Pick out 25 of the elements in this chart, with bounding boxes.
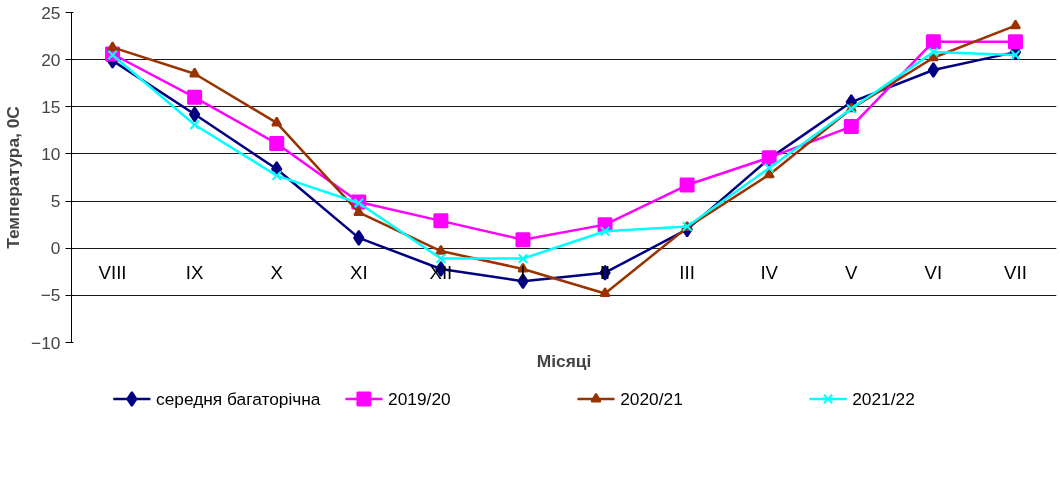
y-tick-label: 5 <box>50 191 61 212</box>
x-tick-label: II <box>599 262 611 284</box>
y-tick-label: 20 <box>41 49 61 70</box>
y-tick-label: 10 <box>41 143 61 164</box>
x-tick-label: VII <box>1004 262 1027 284</box>
x-axis-title: Місяці <box>536 350 592 371</box>
x-tick-label: V <box>845 262 859 284</box>
x-tick-label: III <box>679 262 695 284</box>
legend-label: середня багаторічна <box>155 389 321 409</box>
legend-label: 2019/20 <box>388 389 451 409</box>
x-tick-label: VIII <box>98 262 127 284</box>
x-tick-label: X <box>270 262 284 284</box>
x-tick-label: I <box>520 262 526 284</box>
y-tick-label: −10 <box>31 332 61 353</box>
y-tick-label: −5 <box>40 285 61 306</box>
y-tick-label: 15 <box>41 96 61 117</box>
x-tick-label: IX <box>185 262 204 284</box>
x-tick-label: VI <box>924 262 943 284</box>
y-axis-title: Температура, 0С <box>3 105 24 249</box>
legend-label: 2020/21 <box>620 389 683 409</box>
y-tick-label: 0 <box>50 238 61 259</box>
y-tick-label: 25 <box>41 2 61 23</box>
legend-label: 2021/22 <box>852 389 915 409</box>
x-tick-label: XI <box>349 262 368 284</box>
x-tick-label: IV <box>760 262 779 284</box>
